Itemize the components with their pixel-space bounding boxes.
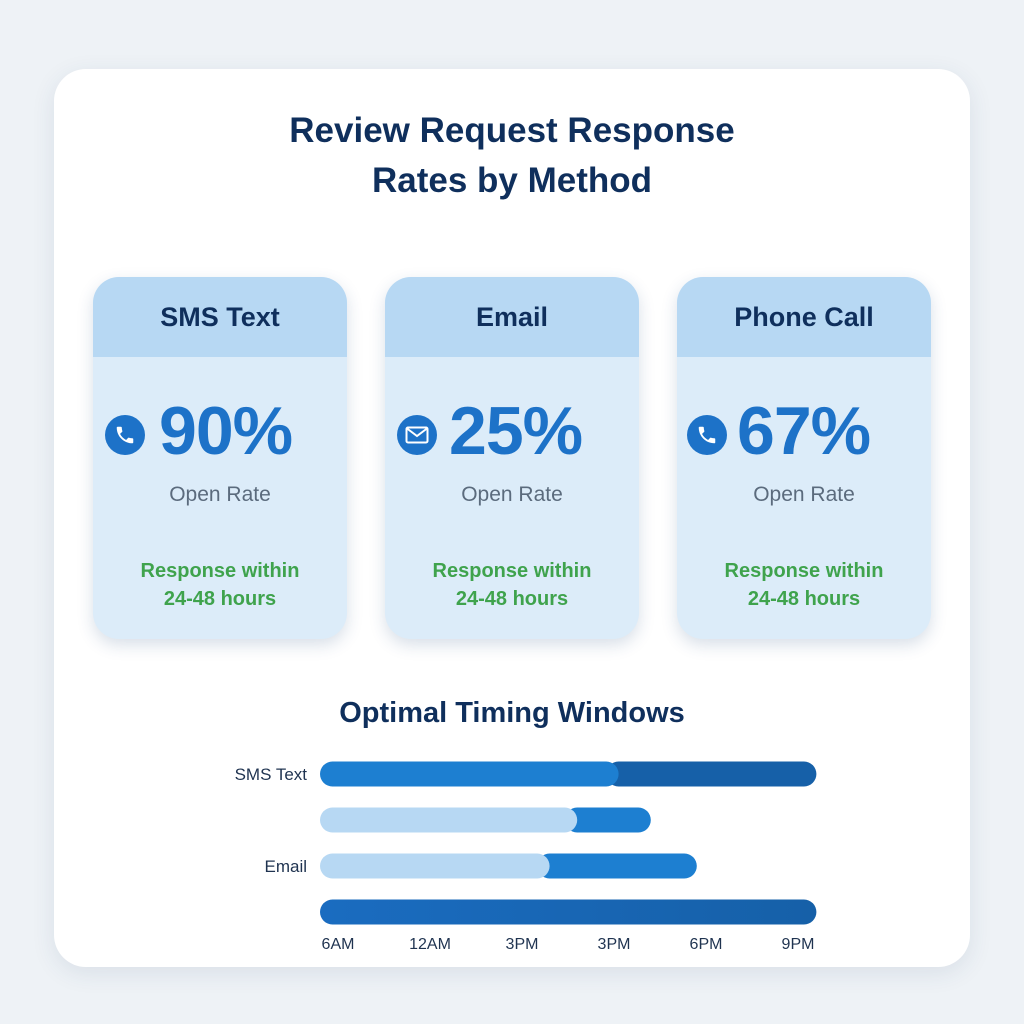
- card-phone-call: Phone Call 67% Open Rate Response within…: [677, 277, 931, 639]
- response-line-2: 24-48 hours: [163, 588, 277, 610]
- timing-row: [320, 807, 651, 833]
- phone-icon: [687, 415, 727, 455]
- envelope-icon: [397, 415, 437, 455]
- x-tick-label: 6AM: [322, 936, 355, 953]
- timing-row: Email: [264, 853, 697, 879]
- response-line-1: Response within: [724, 560, 884, 582]
- chart-title: Optimal Timing Windows: [339, 697, 685, 729]
- metric-value: 25%: [449, 393, 583, 469]
- timing-row: [320, 899, 817, 925]
- x-tick-label: 12AM: [409, 936, 451, 953]
- x-tick-label: 6PM: [690, 936, 723, 953]
- metric-label: Open Rate: [461, 483, 563, 506]
- card-header: Email: [385, 277, 639, 357]
- card-email: Email 25% Open Rate Response within 24-4…: [385, 277, 639, 639]
- timing-bar-segment: [564, 807, 651, 833]
- timing-bar-segment: [320, 899, 817, 925]
- page-title: Review Request Response Rates by Method: [0, 106, 1024, 206]
- timing-bar-segment: [320, 853, 550, 879]
- card-header: Phone Call: [677, 277, 931, 357]
- response-note: Response within 24-48 hours: [93, 557, 347, 613]
- response-line-2: 24-48 hours: [455, 588, 569, 610]
- metric-row: 25%: [385, 385, 639, 469]
- row-label: SMS Text: [235, 765, 308, 784]
- metric-row: 67%: [677, 385, 931, 469]
- metric-label: Open Rate: [169, 483, 271, 506]
- x-tick-label: 3PM: [506, 936, 539, 953]
- timing-bar-segment: [537, 853, 697, 879]
- metric-label: Open Rate: [753, 483, 855, 506]
- row-label: Email: [264, 857, 307, 876]
- response-note: Response within 24-48 hours: [677, 557, 931, 613]
- phone-icon: [105, 415, 145, 455]
- card-sms-text: SMS Text 90% Open Rate Response within 2…: [93, 277, 347, 639]
- x-tick-label: 9PM: [782, 936, 815, 953]
- metric-value: 67%: [737, 393, 871, 469]
- response-line-1: Response within: [140, 560, 300, 582]
- timing-row: SMS Text: [235, 761, 817, 787]
- timing-bar-segment: [320, 761, 619, 787]
- timing-bar-segment: [606, 761, 817, 787]
- response-note: Response within 24-48 hours: [385, 557, 639, 613]
- timing-chart: SMS Text Email 6AM 12AM 3PM 3PM 6PM 9PM: [235, 761, 817, 953]
- timing-bar-segment: [320, 807, 578, 833]
- card-header: SMS Text: [93, 277, 347, 357]
- x-tick-label: 3PM: [598, 936, 631, 953]
- response-line-1: Response within: [432, 560, 592, 582]
- metric-value: 90%: [159, 393, 293, 469]
- title-line-2: Rates by Method: [371, 161, 653, 200]
- response-line-2: 24-48 hours: [747, 588, 861, 610]
- metric-row: 90%: [93, 385, 347, 469]
- title-line-1: Review Request Response: [289, 111, 735, 150]
